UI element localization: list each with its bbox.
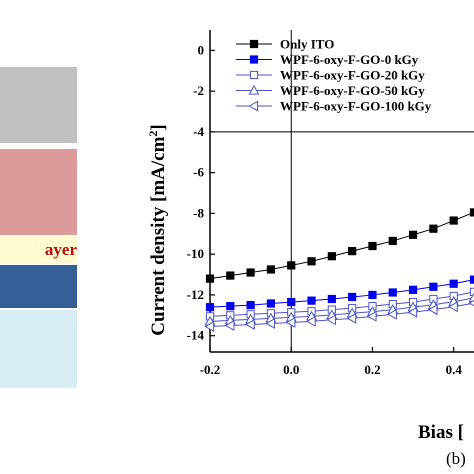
data-point: [427, 304, 438, 316]
data-point: [265, 318, 276, 329]
layer-blue: [0, 265, 77, 308]
axis-ticks: 0 -2 -4 -6 -8 -10 -12 -14 -0.2 0.0 0.2 0.4: [187, 42, 463, 377]
layer-gray: [0, 67, 77, 143]
data-point: [348, 292, 357, 302]
data-point: [244, 319, 255, 330]
legend-entry: WPF-6-oxy-F-GO-100 kGy: [280, 99, 432, 114]
panel-tag: (b): [446, 449, 466, 468]
legend-entry: WPF-6-oxy-F-GO-0 kGy: [280, 52, 419, 67]
y-tick-label: -2: [193, 83, 204, 98]
data-point: [287, 297, 296, 307]
data-point: [368, 290, 377, 300]
y-tick-label: -12: [187, 287, 204, 302]
data-point: [388, 236, 397, 246]
y-tick-label: -6: [193, 165, 204, 180]
series-0: [205, 208, 474, 283]
data-point: [429, 224, 438, 233]
legend-entry: WPF-6-oxy-F-GO-20 kGy: [280, 68, 425, 83]
legend-marker: [249, 39, 259, 49]
data-point: [205, 303, 215, 312]
x-tick-label: 0.2: [364, 362, 380, 377]
y-axis-title-end: ]: [148, 124, 169, 130]
data-point: [226, 271, 235, 280]
data-point: [348, 247, 357, 256]
data-point: [285, 316, 296, 328]
legend-entry: Only ITO: [280, 37, 334, 52]
y-tick-label: -4: [193, 124, 204, 139]
layer-pink: [0, 149, 77, 235]
data-point: [246, 268, 255, 277]
legend-marker: [249, 70, 259, 80]
x-tick-label: 0.0: [283, 362, 299, 377]
data-point: [469, 275, 474, 284]
data-point: [327, 252, 336, 261]
x-tick-label: 0.4: [446, 362, 463, 377]
y-tick-label: -14: [187, 328, 205, 343]
data-point: [449, 279, 458, 288]
data-point: [266, 265, 276, 274]
data-point: [449, 216, 458, 225]
data-point: [408, 230, 418, 239]
data-point: [469, 208, 474, 217]
data-point: [429, 282, 438, 291]
data-point: [346, 312, 357, 324]
y-axis-title: Current density [mA/cm2]: [146, 124, 169, 335]
data-point: [448, 301, 458, 313]
series-layer: [204, 208, 474, 332]
data-point: [205, 274, 215, 283]
data-point: [287, 261, 296, 270]
data-point: [408, 285, 418, 294]
series-1: [205, 275, 474, 312]
legend-marker: [248, 100, 259, 112]
data-point: [387, 308, 397, 320]
data-point: [468, 292, 474, 303]
data-point: [266, 299, 276, 308]
x-tick-label: -0.2: [200, 362, 221, 377]
legend-marker: [248, 84, 260, 95]
legend-marker: [249, 55, 259, 64]
layer-cream: [0, 236, 77, 264]
data-point: [307, 296, 316, 305]
legend-entry: WPF-6-oxy-F-GO-50 kGy: [280, 83, 425, 98]
x-axis-title: Bias [: [418, 422, 464, 443]
data-point: [204, 321, 215, 332]
y-tick-label: -8: [193, 205, 204, 220]
plot-frame: [209, 30, 474, 353]
data-point: [307, 257, 316, 266]
data-point: [388, 288, 397, 297]
layer-label: ayer: [44, 240, 77, 259]
series-line: [209, 297, 474, 322]
data-point: [366, 310, 377, 322]
data-point: [246, 301, 255, 310]
layer-light-blue: [0, 310, 77, 388]
data-point: [224, 320, 235, 331]
series-4: [204, 299, 474, 332]
data-point: [368, 241, 377, 251]
y-tick-label: -10: [187, 246, 204, 261]
data-point: [327, 294, 336, 304]
data-point: [407, 306, 418, 318]
data-point: [305, 315, 316, 327]
y-axis-title-main: Current density [mA/cm: [148, 136, 169, 335]
data-point: [326, 314, 336, 326]
data-point: [226, 302, 235, 311]
y-tick-label: 0: [198, 42, 205, 57]
y-axis-title-sup: 2: [146, 131, 160, 137]
